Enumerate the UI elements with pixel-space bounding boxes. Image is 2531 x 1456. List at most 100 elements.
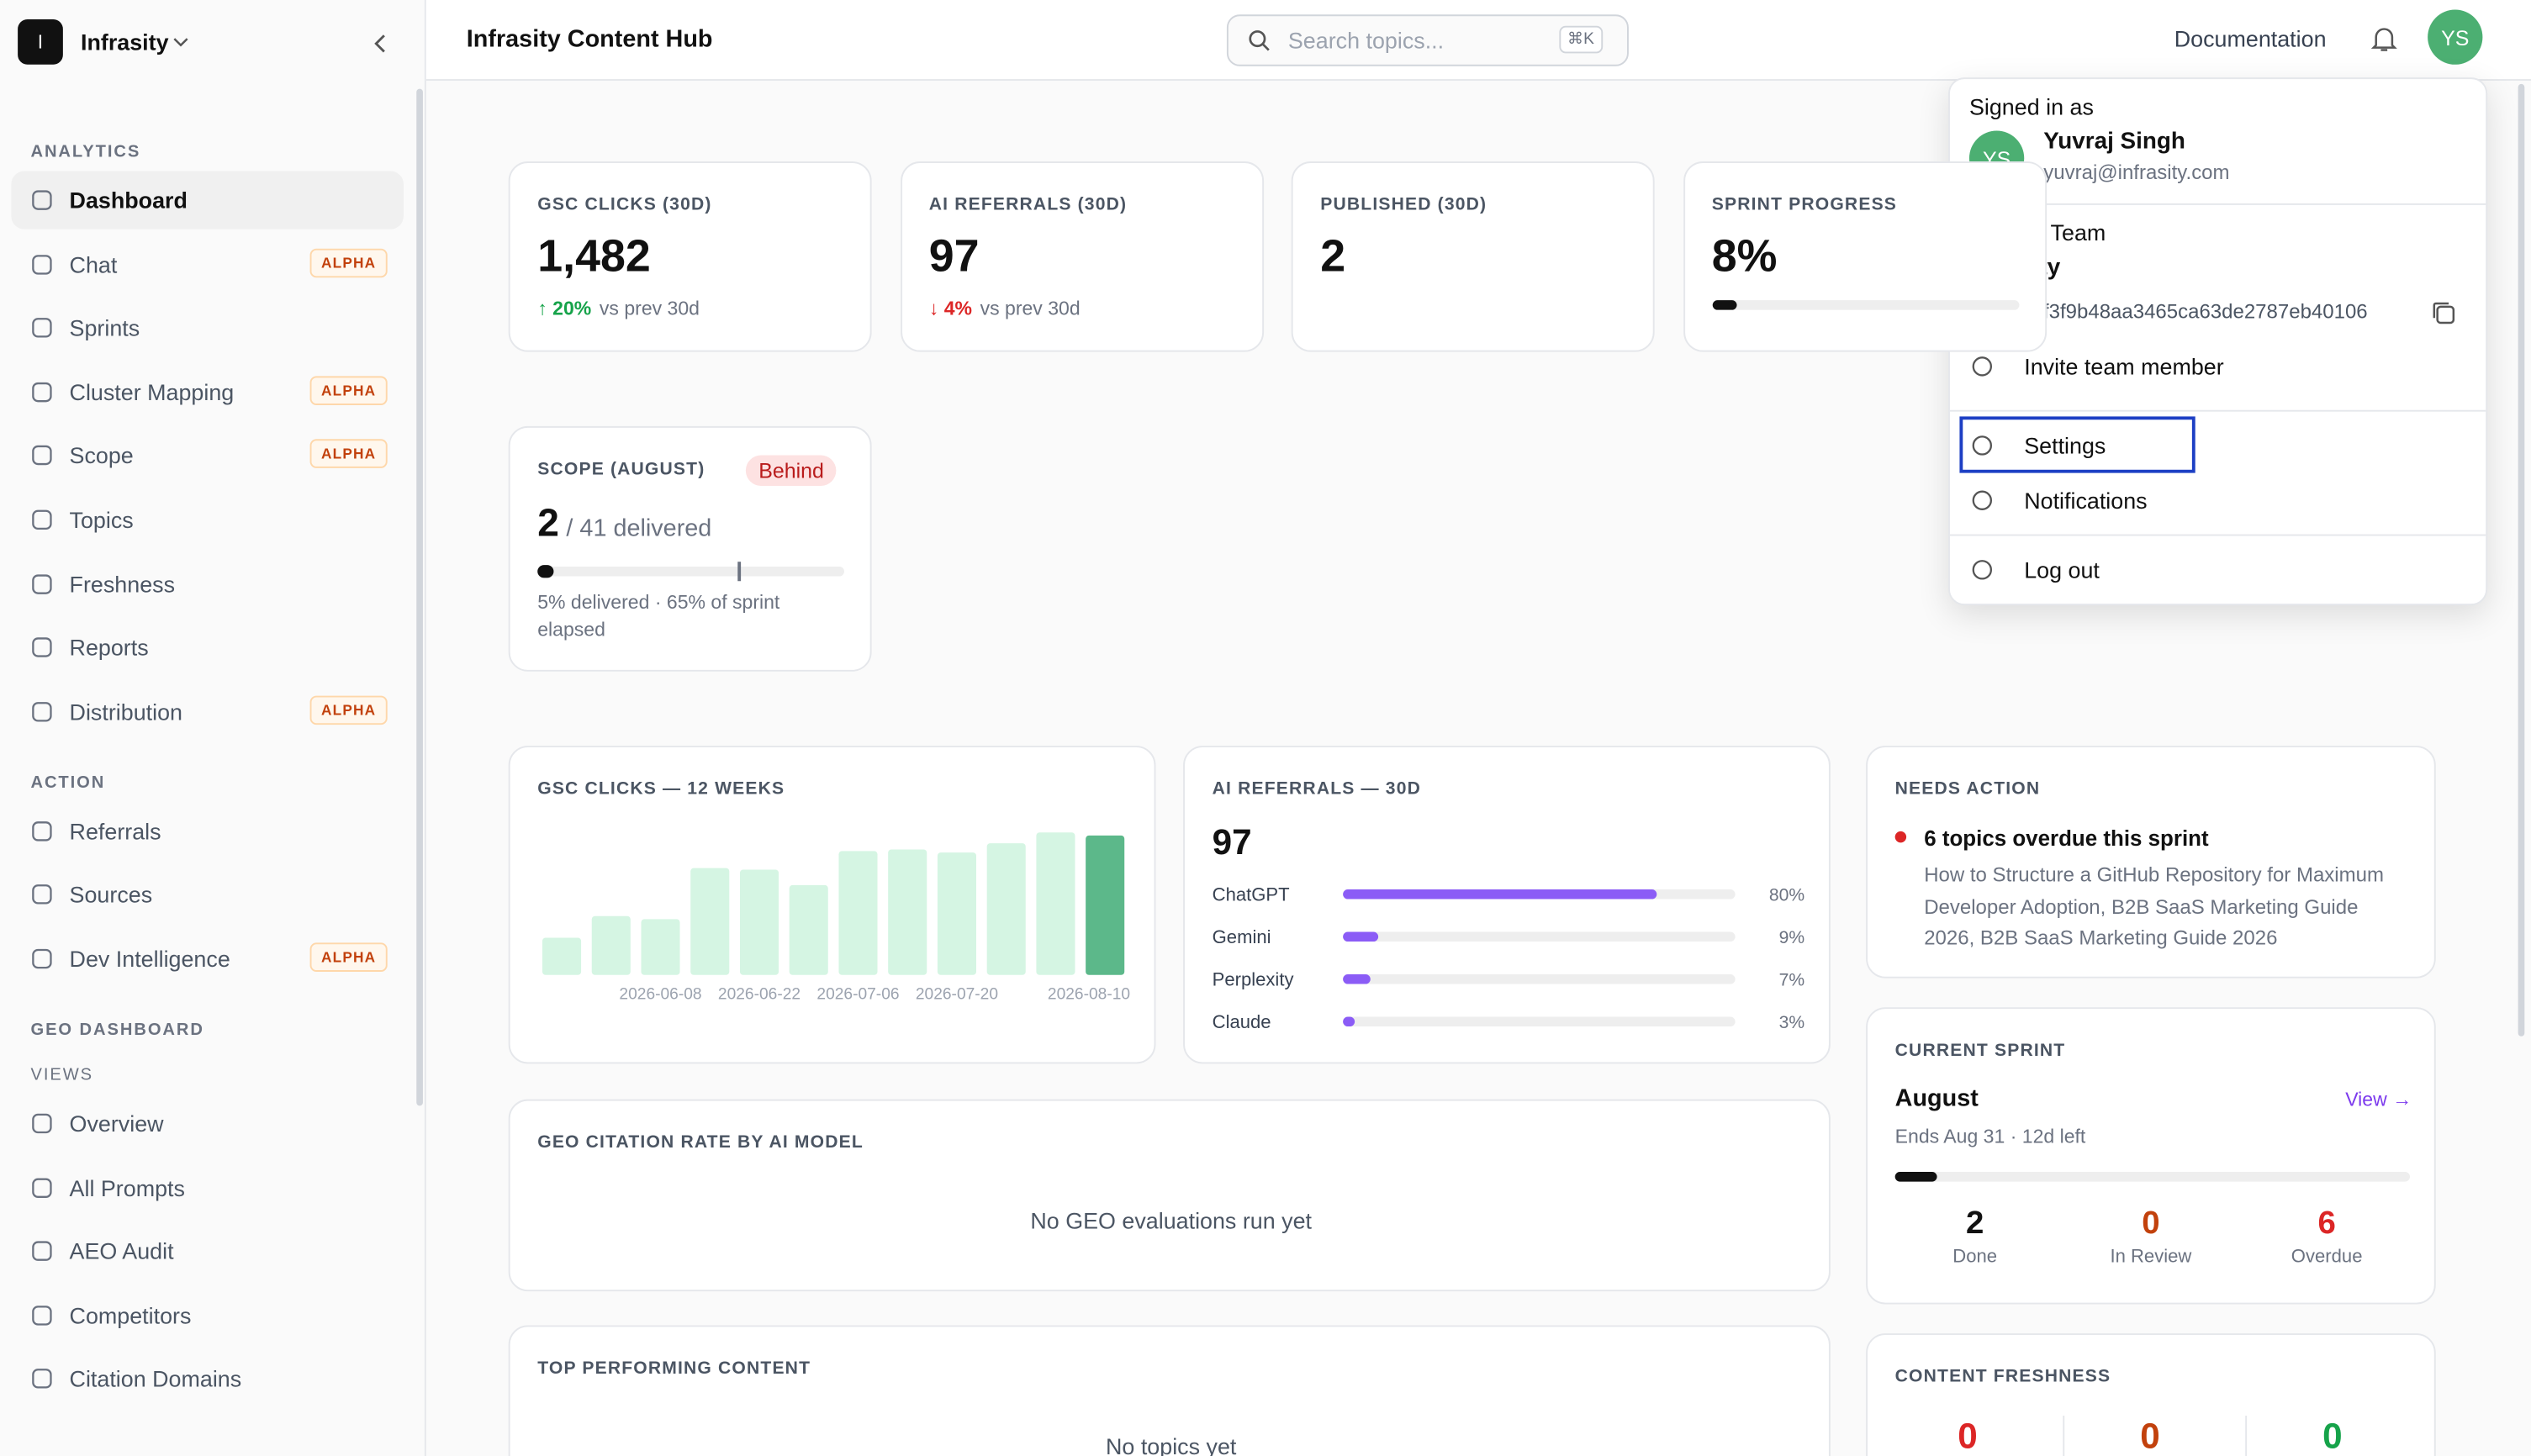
- stat-label: SPRINT PROGRESS: [1711, 195, 1898, 215]
- hr: [1949, 409, 2486, 412]
- progress-fill: [1711, 300, 1736, 310]
- bar: [641, 919, 680, 975]
- nav-label: Competitors: [69, 1302, 192, 1328]
- nav-label: Sprints: [69, 314, 140, 341]
- header: Infrasity Content Hub Search topics... ⌘…: [425, 0, 2531, 82]
- user-email: yuvraj@infrasity.com: [2043, 161, 2230, 184]
- menu-icon: [1972, 356, 1993, 377]
- value-label: 7%: [1779, 970, 1805, 989]
- value-label: 3%: [1779, 1013, 1805, 1032]
- nav-item[interactable]: Scope ALPHA: [11, 427, 403, 485]
- change-value: 4%: [943, 297, 972, 320]
- nav-icon-shape: [32, 254, 52, 274]
- nav-label: Freshness: [69, 570, 176, 597]
- stat-label: GSC CLICKS (30D): [537, 195, 712, 215]
- nav-item[interactable]: Distribution ALPHA: [11, 683, 403, 741]
- nav-item[interactable]: Referrals: [11, 802, 403, 860]
- menu-item[interactable]: Invite team member: [1969, 342, 2470, 391]
- cap: GSC CLICKS — 12 WEEKS: [537, 779, 785, 799]
- bar-track: [1343, 974, 1736, 984]
- doc-link[interactable]: Documentation: [2174, 25, 2327, 52]
- nav-item[interactable]: Citation Domains: [11, 1350, 403, 1408]
- circle: [1249, 30, 1266, 48]
- card: GSC CLICKS — 12 WEEKS 2026-06-08 2026-06-…: [508, 746, 1156, 1064]
- collapse-btn[interactable]: [372, 32, 391, 55]
- nav-item[interactable]: Chat ALPHA: [11, 235, 403, 293]
- div: Signed in as: [1968, 93, 2094, 120]
- nav-icon: [32, 1369, 52, 1390]
- nav-icon: [32, 446, 52, 466]
- nav-icon-shape: [32, 637, 52, 658]
- menu-item[interactable]: Notifications: [1969, 476, 2470, 525]
- alpha-badge: ALPHA: [309, 247, 388, 277]
- stat-value: 8%: [1711, 230, 1778, 282]
- card: CONTENT FRESHNESS 0 0 0: [1866, 1333, 2436, 1456]
- nav-item[interactable]: Freshness: [11, 555, 403, 613]
- path: [1262, 43, 1270, 51]
- section-title: GEO DASHBOARD: [30, 1020, 204, 1040]
- big: 97: [1212, 821, 1252, 863]
- nav-label: Scope: [69, 442, 134, 469]
- nav-icon-shape: [32, 884, 52, 905]
- bar: [986, 843, 1026, 975]
- copy-btn[interactable]: [2431, 300, 2457, 326]
- nav-icon-shape: [32, 446, 52, 466]
- view-link[interactable]: View →: [2345, 1088, 2412, 1111]
- x-tick-label: 2026-07-20: [916, 986, 998, 1004]
- nav-label: Distribution: [69, 698, 182, 725]
- bell[interactable]: [2370, 24, 2397, 54]
- stat-value: 1,482: [537, 230, 651, 282]
- change-note: vs prev 30d: [980, 297, 1081, 320]
- nav-icon: [32, 382, 52, 402]
- nav-item[interactable]: Overview: [11, 1095, 403, 1153]
- hr: [1949, 534, 2486, 536]
- nav-icon: [32, 254, 52, 274]
- menu-label: Log out: [2024, 557, 2100, 583]
- nav-icon-shape: [32, 701, 52, 722]
- nav-icon-shape: [32, 318, 52, 338]
- alpha-badge: ALPHA: [309, 440, 388, 469]
- nav-item[interactable]: All Prompts: [11, 1158, 403, 1216]
- progress-fill: [537, 565, 553, 578]
- freshness-value: 0: [2322, 1415, 2343, 1456]
- bar: [690, 868, 730, 975]
- nav-icon: [32, 1177, 52, 1198]
- nav-icon: [32, 637, 52, 658]
- nav-icon-shape: [32, 1113, 52, 1134]
- nav-item[interactable]: Competitors: [11, 1286, 403, 1344]
- stat-card: PUBLISHED (30D) 2: [1291, 161, 1655, 352]
- path: [374, 34, 385, 53]
- stat-card: AI REFERRALS (30D) 97 ↓ 4% vs prev 30d: [900, 161, 1264, 352]
- card: TOP PERFORMING CONTENT No topics yet: [508, 1325, 1831, 1456]
- nav-item[interactable]: Sources: [11, 866, 403, 924]
- bar: [789, 884, 828, 975]
- sidebar: I Infrasity ANALYTICS Dashboard Chat ALPHA S…: [0, 0, 426, 1456]
- menu-item[interactable]: Log out: [1969, 546, 2470, 594]
- nav-item[interactable]: AEO Audit: [11, 1222, 403, 1280]
- card: NEEDS ACTION 6 topics overdue this sprin…: [1866, 746, 2436, 979]
- bar: [1343, 889, 1657, 899]
- nav-label: Referrals: [69, 818, 161, 844]
- nav-item[interactable]: Dev Intelligence ALPHA: [11, 930, 403, 988]
- nav-item[interactable]: Topics: [11, 491, 403, 549]
- status-badge: Behind: [745, 455, 838, 486]
- delivered: 2: [537, 502, 559, 546]
- nav-icon: [32, 1113, 52, 1134]
- menu-item[interactable]: Settings: [1969, 421, 2470, 470]
- nav-label: Topics: [69, 506, 134, 533]
- search-box[interactable]: Search topics... ⌘K: [1226, 14, 1629, 66]
- menu-label: Notifications: [2024, 487, 2148, 514]
- ws-name[interactable]: Infrasity: [80, 29, 169, 55]
- nav-item[interactable]: Sprints: [11, 299, 403, 357]
- avatar[interactable]: YS: [2428, 9, 2483, 65]
- stat-value: 97: [928, 230, 980, 282]
- nav-item[interactable]: Cluster Mapping ALPHA: [11, 363, 403, 421]
- alpha-badge: ALPHA: [309, 375, 388, 405]
- section-title: ANALYTICS: [30, 141, 141, 162]
- freshness-value: 0: [1958, 1415, 1978, 1456]
- nav-item[interactable]: Dashboard: [11, 171, 404, 229]
- search-placeholder: Search topics...: [1287, 27, 1445, 54]
- nav-item[interactable]: Reports: [11, 619, 403, 677]
- red-dot: [1894, 831, 1907, 843]
- divider: [2063, 1415, 2065, 1456]
